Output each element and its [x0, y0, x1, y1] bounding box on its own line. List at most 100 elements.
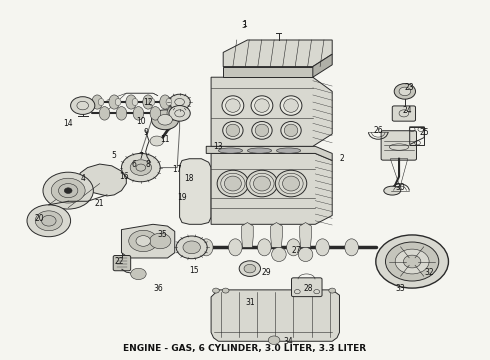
Ellipse shape [99, 107, 110, 120]
Circle shape [169, 94, 190, 110]
Ellipse shape [149, 99, 155, 105]
Polygon shape [223, 40, 332, 67]
Ellipse shape [276, 148, 301, 153]
Circle shape [150, 136, 164, 146]
Ellipse shape [166, 99, 172, 105]
Ellipse shape [224, 176, 242, 191]
Text: 31: 31 [245, 298, 255, 307]
Ellipse shape [252, 122, 272, 139]
FancyBboxPatch shape [292, 278, 322, 297]
Circle shape [403, 255, 421, 268]
Polygon shape [300, 222, 311, 247]
Circle shape [149, 233, 171, 249]
Ellipse shape [226, 124, 240, 136]
Ellipse shape [92, 95, 102, 109]
Text: ENGINE - GAS, 6 CYLINDER, 3.0 LITER, 3.3 LITER: ENGINE - GAS, 6 CYLINDER, 3.0 LITER, 3.3… [123, 344, 367, 353]
Ellipse shape [258, 239, 271, 256]
Ellipse shape [287, 239, 300, 256]
Polygon shape [180, 159, 211, 224]
Circle shape [58, 184, 78, 198]
Text: 29: 29 [262, 267, 271, 276]
Text: 16: 16 [119, 172, 129, 181]
Text: 8: 8 [146, 159, 150, 168]
Text: 9: 9 [143, 128, 148, 137]
Ellipse shape [284, 99, 298, 112]
Polygon shape [211, 290, 340, 341]
Text: 12: 12 [144, 98, 153, 107]
Ellipse shape [250, 173, 274, 194]
Ellipse shape [219, 148, 243, 153]
Polygon shape [122, 224, 175, 258]
Text: 10: 10 [136, 117, 146, 126]
Text: 21: 21 [95, 198, 104, 207]
Ellipse shape [126, 95, 137, 109]
Circle shape [64, 188, 72, 193]
Ellipse shape [253, 176, 270, 191]
Circle shape [213, 288, 220, 293]
Polygon shape [223, 67, 313, 77]
Circle shape [244, 264, 256, 273]
Ellipse shape [98, 99, 104, 105]
Circle shape [71, 97, 95, 114]
Ellipse shape [160, 95, 171, 109]
Text: 18: 18 [185, 174, 194, 183]
Text: 2: 2 [340, 154, 344, 163]
Circle shape [35, 211, 62, 231]
Text: 26: 26 [373, 126, 383, 135]
Circle shape [42, 215, 56, 226]
Ellipse shape [279, 173, 303, 194]
Text: 24: 24 [402, 107, 412, 116]
Circle shape [158, 114, 172, 125]
Polygon shape [206, 146, 332, 161]
Circle shape [176, 236, 207, 259]
Text: 35: 35 [158, 230, 168, 239]
Circle shape [395, 249, 429, 274]
Text: 23: 23 [405, 84, 415, 93]
Ellipse shape [217, 170, 248, 197]
Text: 13: 13 [214, 142, 223, 151]
Ellipse shape [275, 170, 307, 197]
Polygon shape [78, 164, 126, 196]
FancyBboxPatch shape [113, 256, 131, 271]
Ellipse shape [221, 173, 245, 194]
Ellipse shape [150, 107, 161, 120]
Text: 14: 14 [63, 119, 73, 128]
Text: 7: 7 [138, 153, 143, 162]
Text: 15: 15 [189, 266, 199, 275]
Text: 1: 1 [243, 19, 247, 28]
Ellipse shape [199, 239, 213, 256]
Circle shape [151, 110, 179, 130]
Ellipse shape [246, 170, 278, 197]
Ellipse shape [133, 107, 144, 120]
Circle shape [314, 288, 321, 293]
Ellipse shape [271, 247, 286, 261]
Text: 3: 3 [241, 21, 246, 30]
Circle shape [329, 288, 336, 293]
Ellipse shape [345, 239, 358, 256]
Ellipse shape [143, 95, 153, 109]
Circle shape [129, 230, 158, 252]
Text: 33: 33 [395, 284, 405, 293]
Text: 20: 20 [34, 215, 44, 224]
Ellipse shape [255, 124, 269, 136]
Text: 19: 19 [177, 193, 187, 202]
Text: 4: 4 [80, 174, 85, 183]
Circle shape [169, 105, 190, 121]
Ellipse shape [225, 99, 240, 112]
Ellipse shape [222, 96, 244, 115]
Ellipse shape [228, 239, 242, 256]
Polygon shape [211, 77, 332, 146]
Ellipse shape [167, 107, 178, 120]
Ellipse shape [283, 176, 299, 191]
Text: 34: 34 [284, 337, 294, 346]
Text: 11: 11 [160, 135, 170, 144]
Circle shape [130, 160, 151, 175]
Text: 32: 32 [424, 267, 434, 276]
Circle shape [399, 87, 411, 96]
FancyBboxPatch shape [392, 106, 416, 121]
Circle shape [136, 236, 150, 246]
Text: 28: 28 [303, 284, 313, 293]
Text: 17: 17 [172, 165, 182, 174]
Ellipse shape [116, 107, 127, 120]
Ellipse shape [284, 124, 298, 136]
